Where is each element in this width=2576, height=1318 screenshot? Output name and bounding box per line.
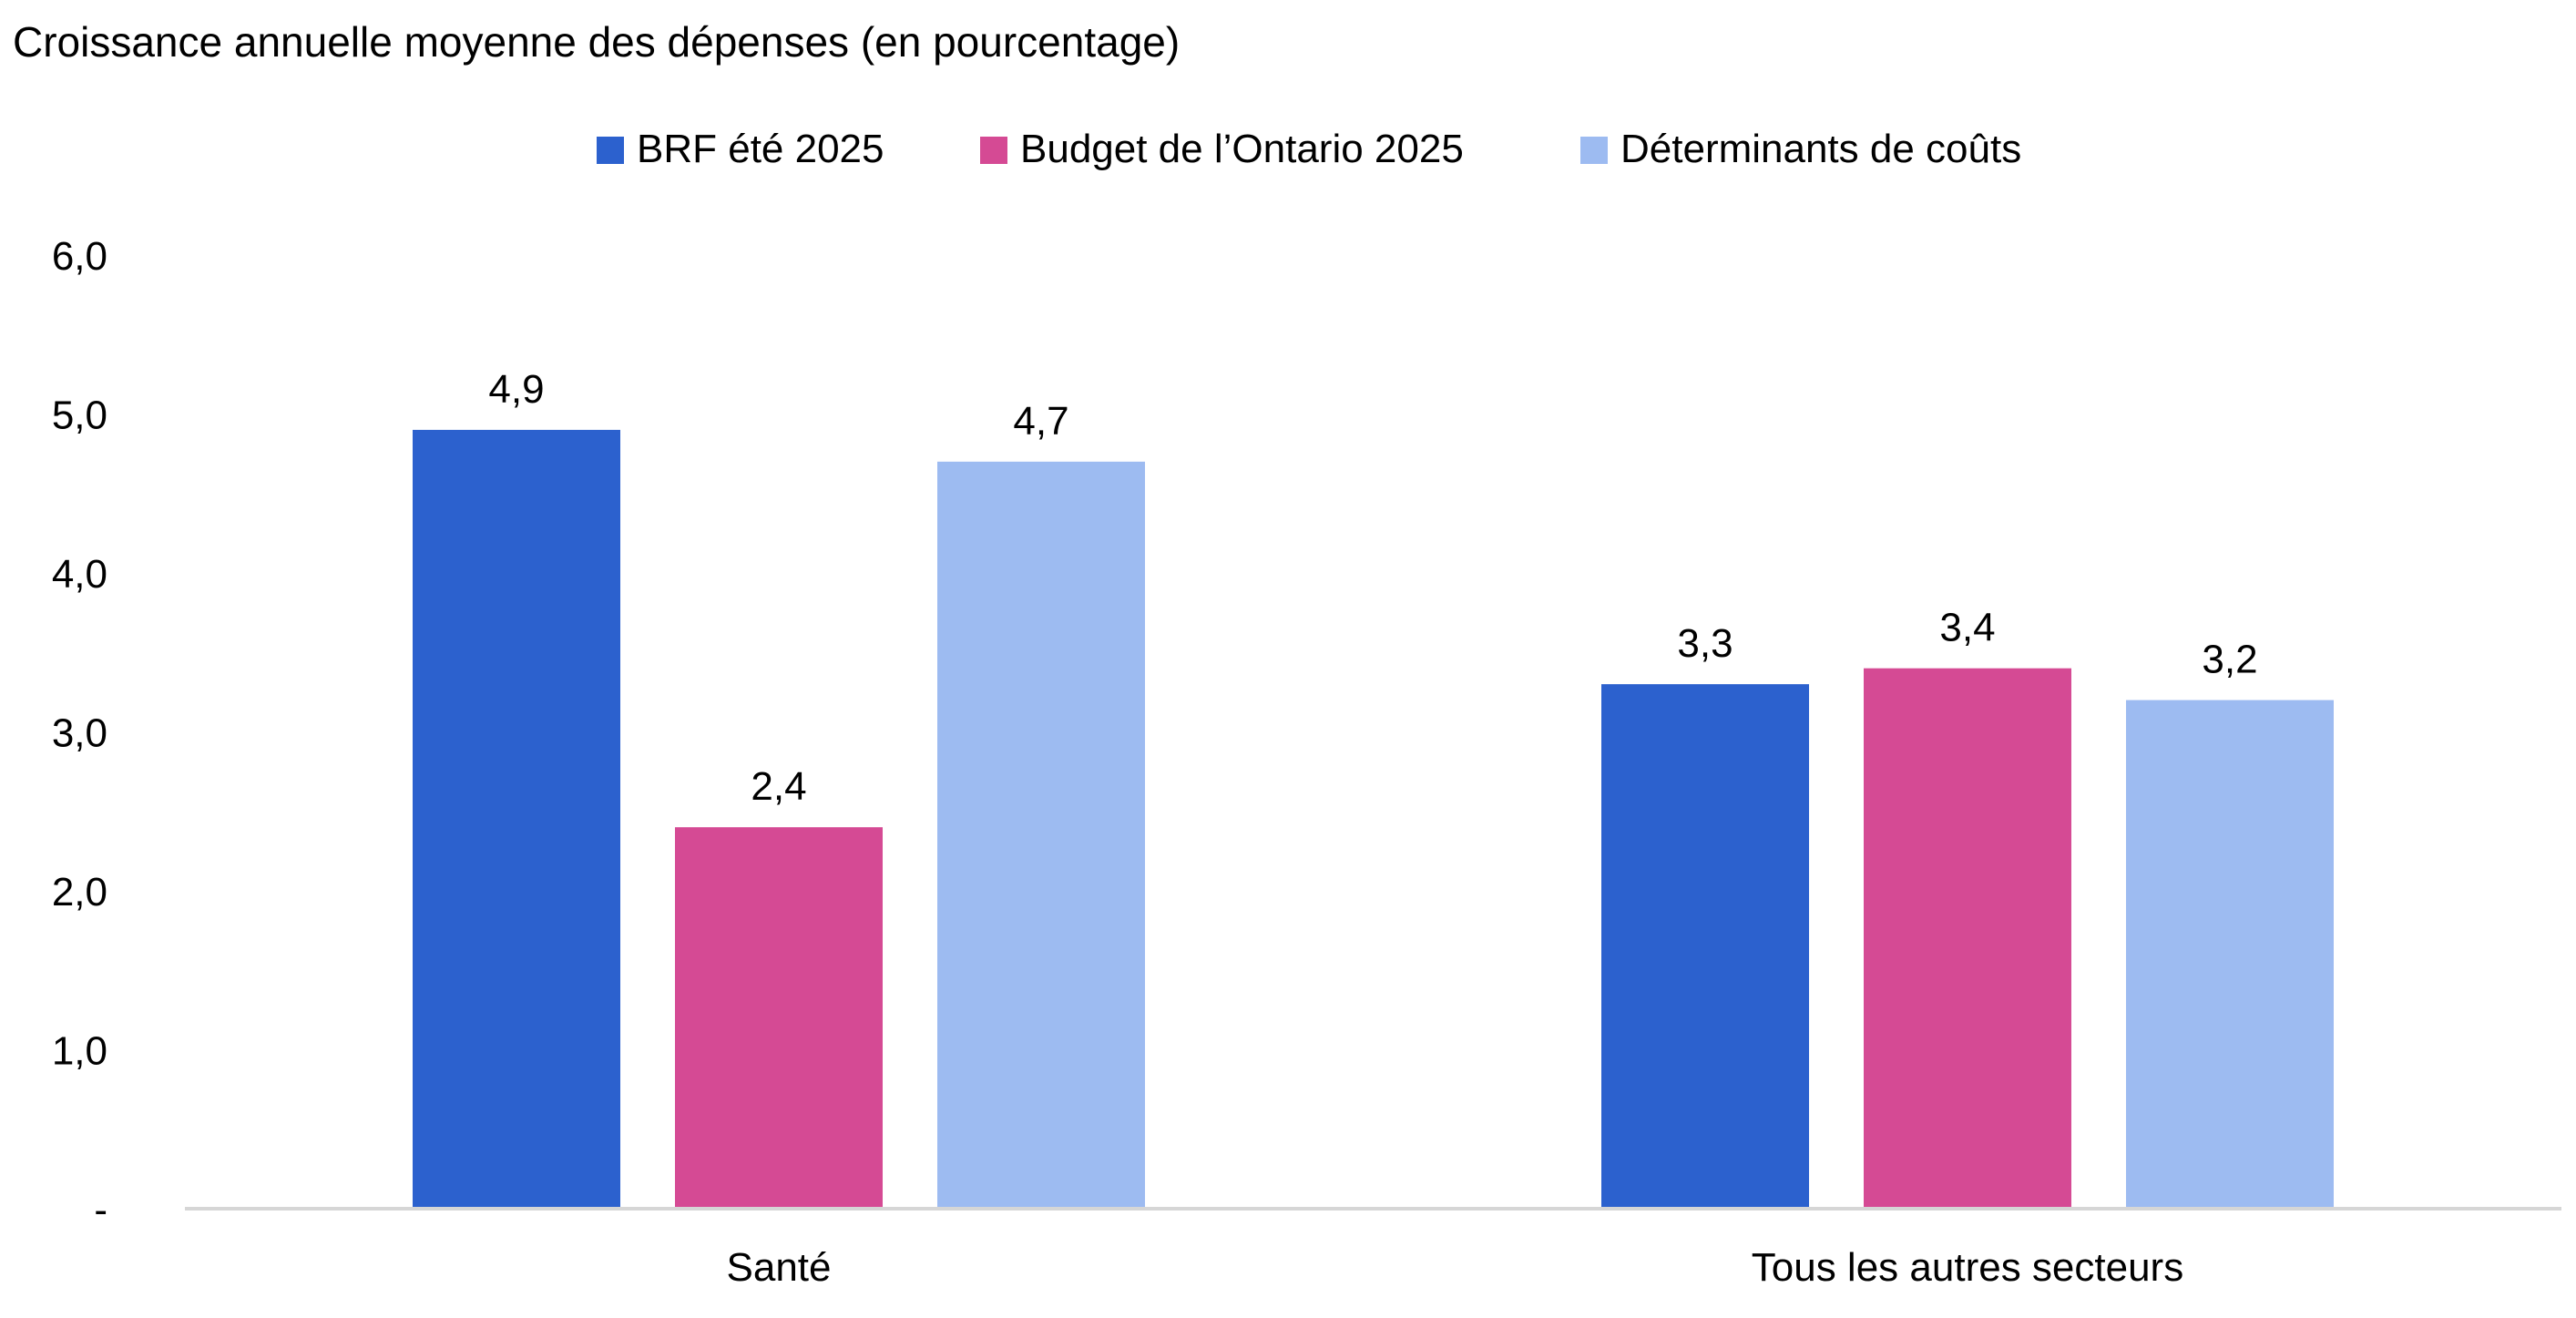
data-label: 3,3 <box>1677 621 1733 666</box>
bars <box>413 429 2334 1210</box>
bar <box>2126 700 2334 1209</box>
y-tick-label: 2,0 <box>52 870 107 914</box>
legend: BRF été 2025 Budget de l’Ontario 2025 Déte… <box>597 127 2021 171</box>
legend-swatch <box>980 137 1007 164</box>
data-label: 3,2 <box>2202 638 2257 682</box>
legend-swatch <box>597 137 624 164</box>
data-label: 2,4 <box>751 764 806 809</box>
bar <box>1864 668 2071 1209</box>
y-tick-label: 3,0 <box>52 711 107 756</box>
legend-swatch <box>1580 137 1608 164</box>
bar <box>1601 684 1809 1209</box>
y-tick-label: 5,0 <box>52 393 107 438</box>
legend-label: Déterminants de coûts <box>1620 127 2021 171</box>
data-labels: 4,9 2,4 4,7 3,3 3,4 3,2 <box>488 367 2257 809</box>
chart-title: Croissance annuelle moyenne des dépenses… <box>13 18 1180 66</box>
x-tick-label: Tous les autres secteurs <box>1752 1245 2183 1290</box>
y-tick-label: 4,0 <box>52 552 107 597</box>
y-tick-label: 1,0 <box>52 1029 107 1074</box>
x-axis: Santé Tous les autres secteurs <box>727 1245 2184 1290</box>
bar <box>413 429 620 1209</box>
y-tick-label: 6,0 <box>52 234 107 279</box>
data-label: 4,7 <box>1013 399 1068 444</box>
legend-label: Budget de l’Ontario 2025 <box>1020 127 1464 171</box>
bar <box>937 461 1145 1210</box>
x-tick-label: Santé <box>727 1245 832 1290</box>
legend-label: BRF été 2025 <box>637 127 884 171</box>
y-axis: - 1,0 2,0 3,0 4,0 5,0 6,0 <box>52 234 107 1232</box>
data-label: 3,4 <box>1939 606 1995 650</box>
y-tick-label: - <box>94 1188 107 1232</box>
bar <box>675 827 883 1209</box>
data-label: 4,9 <box>488 367 544 412</box>
